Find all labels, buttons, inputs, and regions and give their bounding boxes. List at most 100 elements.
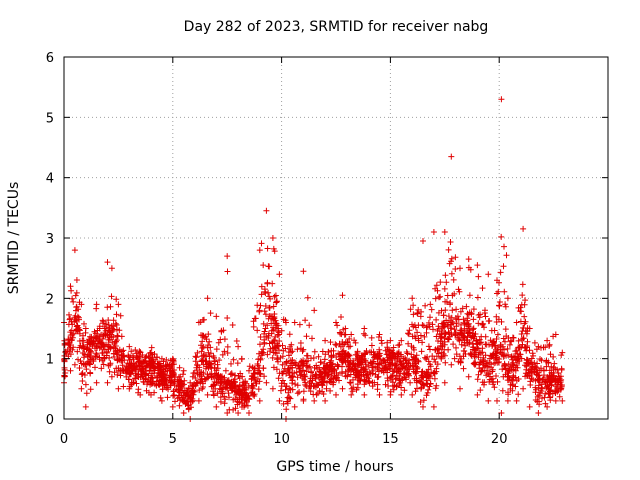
data-point [291,403,298,410]
data-point [149,370,155,377]
data-point [526,347,533,354]
data-point [421,333,428,340]
data-point [431,375,438,382]
data-point [434,287,441,294]
data-point [243,386,250,393]
data-point [418,308,425,315]
data-point [501,243,507,250]
data-point [126,343,133,350]
data-point [398,337,405,344]
data-point [346,335,353,342]
data-point [221,393,228,400]
data-point [495,288,502,295]
data-point [87,356,94,363]
data-point [286,352,292,359]
data-point [189,398,195,405]
data-point [254,327,261,334]
data-point [264,322,271,329]
data-point [100,361,107,368]
data-point [99,341,106,348]
data-point [193,364,200,371]
data-point [157,380,164,387]
data-point [179,382,186,389]
data-point [104,259,111,266]
data-point [79,378,86,384]
data-point [198,373,205,380]
data-point [322,337,329,344]
data-point [276,271,283,278]
data-point [180,410,187,416]
data-point [300,388,307,395]
data-point [447,301,453,308]
data-point [353,367,360,374]
data-point [397,360,404,366]
data-point [114,371,121,378]
data-point [176,364,183,371]
data-point [479,379,486,386]
data-point [258,283,265,290]
data-point [303,333,310,340]
data-point [132,375,139,382]
data-point [423,377,430,384]
data-point [498,96,505,103]
data-point [502,326,509,333]
data-point [234,398,241,405]
data-point [410,323,417,330]
data-point [263,379,270,386]
data-point [327,339,334,346]
data-point [216,357,223,364]
data-point [347,380,354,386]
data-point [114,333,121,340]
data-point [475,345,482,352]
data-point [217,394,224,401]
data-point [436,326,442,332]
data-point [348,391,355,398]
data-point [450,276,457,283]
data-point [458,355,465,362]
data-point [206,338,213,345]
data-point [521,313,528,320]
data-point [270,324,277,331]
data-point [520,324,527,331]
data-point [224,343,231,350]
data-point [256,397,263,404]
data-point [432,385,439,392]
data-point [215,339,222,346]
data-point [494,397,500,404]
data-point [176,402,183,409]
data-point [172,398,178,405]
data-point [444,321,451,328]
data-point [397,370,404,377]
data-point [462,342,469,349]
data-point [413,368,420,375]
data-point [262,303,269,309]
data-point [94,343,101,350]
data-point [507,385,514,392]
data-point [274,356,280,363]
data-point [352,339,359,346]
data-point [523,347,530,354]
data-point [313,372,320,379]
data-point [261,288,268,295]
data-point [204,371,211,378]
data-point [308,369,314,376]
data-point [542,378,549,385]
x-tick-label: 20 [491,432,508,447]
data-point [199,353,205,360]
data-point [466,339,473,346]
data-point [546,367,553,374]
data-point [378,337,385,344]
data-point [510,362,517,369]
data-point [482,313,489,320]
data-point [355,377,362,383]
data-point [407,379,414,386]
data-point [401,365,408,372]
data-point [72,312,79,319]
data-point [288,341,295,348]
data-point [323,385,330,392]
data-point [453,344,459,351]
data-point [292,381,299,388]
data-point [491,360,498,367]
data-point [494,277,500,284]
data-point [470,360,477,367]
